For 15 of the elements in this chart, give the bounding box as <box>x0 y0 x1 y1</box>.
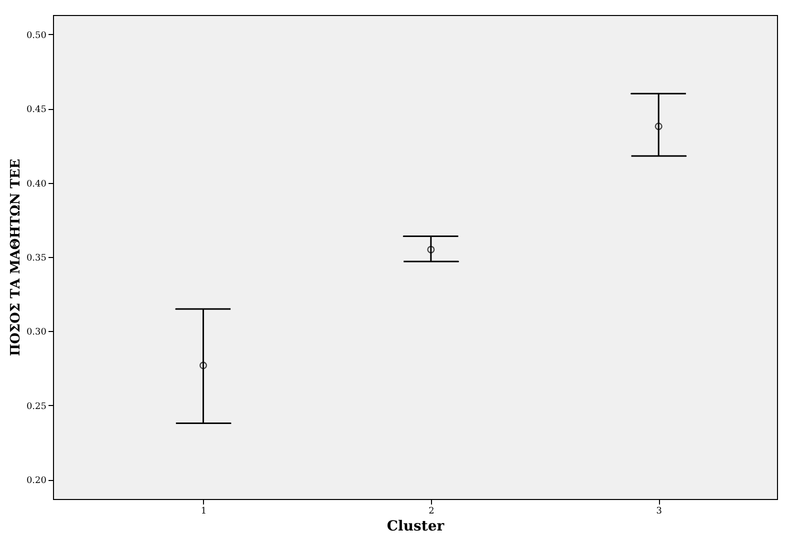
y-tick-label: 0.30 <box>26 328 47 338</box>
point <box>427 246 435 254</box>
y-tick-label: 0.40 <box>26 179 47 190</box>
x-tick-label: 2 <box>428 506 434 516</box>
x-tick-label: 3 <box>656 506 662 516</box>
x-tick-label: 1 <box>200 506 207 516</box>
y-axis-title: ΠΟΣΟΣ ΤΑ ΜΑΘΗΤΩΝ ΤΕΕ <box>8 158 24 356</box>
point <box>200 362 208 370</box>
y-tick-label: 0.25 <box>26 402 47 412</box>
point <box>654 122 662 130</box>
y-tick-label: 0.35 <box>26 254 47 264</box>
y-tick-label: 0.50 <box>26 30 47 41</box>
x-axis-title: Cluster <box>386 518 445 534</box>
y-tick-label: 0.45 <box>26 105 47 116</box>
y-tick-label: 0.20 <box>26 476 47 486</box>
